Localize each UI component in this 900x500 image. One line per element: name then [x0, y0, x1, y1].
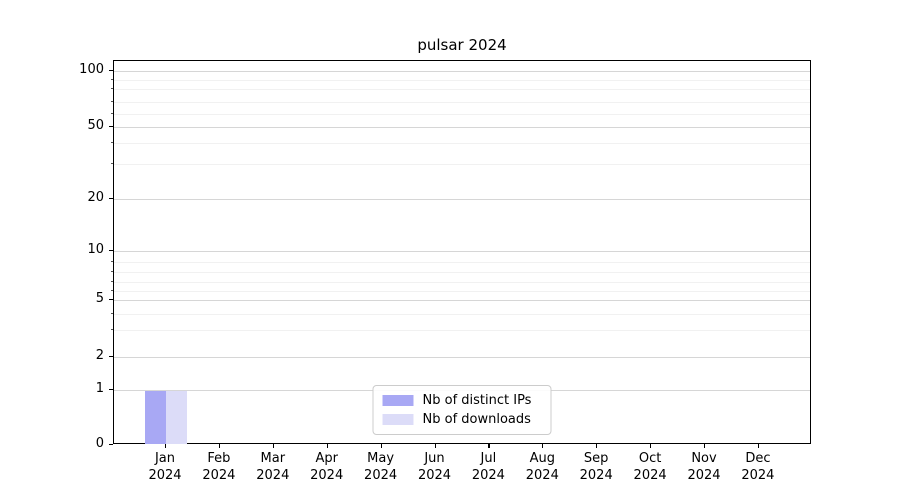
bar-nb-of-distinct-ips-jan — [145, 391, 166, 444]
x-tick-label-nov: Nov 2024 — [687, 451, 721, 483]
y-minor-tick-mark — [111, 163, 113, 164]
x-tick-mark-oct — [650, 444, 652, 448]
x-tick-label-apr: Apr 2024 — [310, 451, 344, 483]
plot-area: Nb of distinct IPs Nb of downloads — [113, 60, 811, 444]
gridline-minor-6 — [114, 291, 810, 292]
gridline-minor-60 — [114, 114, 810, 115]
legend-item-downloads: Nb of downloads — [382, 410, 541, 429]
y-tick-label-20: 20 — [87, 190, 104, 205]
gridline-minor-4 — [114, 314, 810, 315]
legend-label-downloads: Nb of downloads — [422, 412, 531, 427]
gridline-minor-90 — [114, 80, 810, 81]
y-minor-tick-mark — [111, 88, 113, 89]
x-tick-label-jun: Jun 2024 — [417, 451, 452, 483]
y-tick-label-1: 1 — [95, 381, 104, 396]
y-tick-label-2: 2 — [95, 348, 104, 363]
x-tick-mark-sep — [596, 444, 598, 448]
gridline-minor-80 — [114, 89, 810, 90]
x-tick-label-feb: Feb 2024 — [202, 451, 236, 483]
y-minor-tick-mark — [111, 113, 113, 114]
gridline-2 — [114, 357, 810, 358]
y-minor-tick-mark — [111, 313, 113, 314]
y-minor-tick-mark — [111, 261, 113, 262]
y-tick-mark-0 — [109, 444, 113, 446]
y-tick-mark-100 — [109, 70, 113, 72]
y-minor-tick-mark — [111, 101, 113, 102]
x-tick-label-sep: Sep 2024 — [579, 451, 613, 483]
y-tick-mark-20 — [109, 198, 113, 200]
gridline-5 — [114, 300, 810, 301]
x-tick-mark-jun — [434, 444, 436, 448]
x-tick-mark-jul — [488, 444, 490, 448]
y-tick-mark-1 — [109, 389, 113, 391]
y-minor-tick-mark — [111, 329, 113, 330]
x-tick-mark-apr — [326, 444, 328, 448]
y-tick-label-100: 100 — [79, 62, 104, 77]
gridline-minor-7 — [114, 282, 810, 283]
bar-nb-of-downloads-jan — [166, 391, 187, 444]
x-tick-label-jul: Jul 2024 — [471, 451, 505, 483]
y-tick-label-50: 50 — [87, 118, 104, 133]
gridline-minor-70 — [114, 102, 810, 103]
gridline-minor-9 — [114, 262, 810, 263]
y-minor-tick-mark — [111, 271, 113, 272]
y-tick-mark-5 — [109, 299, 113, 301]
x-tick-mark-jan — [165, 444, 167, 448]
x-tick-label-oct: Oct 2024 — [633, 451, 667, 483]
y-tick-mark-50 — [109, 126, 113, 128]
x-tick-mark-dec — [757, 444, 760, 448]
gridline-minor-3 — [114, 330, 810, 331]
x-tick-mark-feb — [218, 444, 221, 448]
x-tick-mark-aug — [542, 444, 544, 448]
x-tick-label-aug: Aug 2024 — [525, 451, 559, 483]
x-tick-label-dec: Dec 2024 — [741, 451, 775, 483]
legend-swatch-distinct-ips-icon — [382, 395, 414, 406]
y-tick-mark-10 — [109, 250, 113, 252]
x-tick-label-may: May 2024 — [364, 451, 398, 483]
gridline-20 — [114, 199, 810, 200]
x-tick-label-jan: Jan 2024 — [148, 451, 182, 483]
gridline-10 — [114, 251, 810, 252]
y-tick-label-10: 10 — [87, 242, 104, 257]
y-tick-mark-2 — [109, 356, 113, 358]
gridline-100 — [114, 71, 810, 72]
y-tick-label-5: 5 — [95, 291, 104, 306]
gridline-minor-30 — [114, 164, 810, 165]
legend-label-distinct-ips: Nb of distinct IPs — [422, 393, 532, 408]
y-tick-label-0: 0 — [95, 436, 104, 451]
gridline-minor-8 — [114, 272, 810, 273]
x-tick-mark-mar — [272, 444, 274, 448]
y-minor-tick-mark — [111, 290, 113, 291]
y-minor-tick-mark — [111, 79, 113, 80]
legend-item-distinct-ips: Nb of distinct IPs — [382, 391, 541, 410]
y-minor-tick-mark — [111, 142, 113, 143]
chart-title: pulsar 2024 — [417, 36, 507, 54]
gridline-minor-40 — [114, 143, 810, 144]
gridline-50 — [114, 127, 810, 128]
legend: Nb of distinct IPs Nb of downloads — [372, 385, 552, 435]
legend-swatch-downloads-icon — [382, 414, 414, 425]
x-tick-mark-nov — [704, 444, 706, 448]
x-tick-label-mar: Mar 2024 — [256, 451, 290, 483]
x-tick-mark-may — [380, 444, 382, 448]
y-minor-tick-mark — [111, 281, 113, 282]
